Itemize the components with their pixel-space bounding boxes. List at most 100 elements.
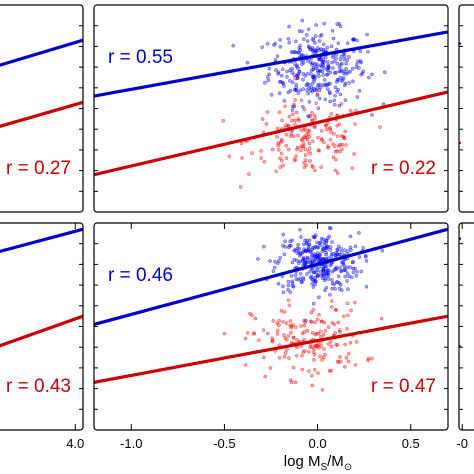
scatter-point	[294, 50, 298, 55]
scatter-point	[293, 158, 297, 163]
scatter-point	[341, 134, 346, 139]
scatter-point	[293, 39, 298, 44]
scatter-point	[274, 68, 278, 72]
fit-line-blue	[94, 30, 448, 98]
scatter-point	[325, 72, 330, 77]
scatter-point	[329, 44, 334, 49]
scatter-point	[290, 70, 294, 75]
scatter-point	[290, 80, 295, 85]
scatter-point	[311, 307, 316, 312]
scatter-point	[310, 373, 314, 378]
scatter-point	[313, 62, 318, 66]
scatter-point	[282, 310, 287, 314]
scatter-point	[346, 351, 351, 356]
scatter-point	[347, 274, 351, 279]
scatter-point	[297, 246, 301, 251]
scatter-point	[349, 308, 353, 313]
scatter-point	[256, 257, 260, 261]
scatter-point	[281, 284, 285, 289]
scatter-point	[294, 110, 299, 115]
scatter-point	[350, 166, 355, 171]
scatter-point	[306, 248, 310, 253]
scatter-point	[364, 254, 368, 259]
scatter-point	[302, 37, 306, 42]
scatter-point	[279, 73, 284, 78]
scatter-point	[275, 135, 280, 139]
scatter-point	[270, 336, 274, 341]
scatter-point	[333, 93, 337, 98]
scatter-point	[331, 36, 336, 41]
scatter-point	[286, 279, 291, 284]
scatter-point	[262, 159, 267, 164]
scatter-point	[302, 160, 306, 165]
scatter-point	[325, 45, 330, 50]
scatter-point	[335, 280, 340, 285]
x-tick-label: -0	[456, 436, 468, 451]
scatter-point	[293, 118, 297, 123]
scatter-point	[327, 234, 332, 239]
scatter-point	[357, 231, 361, 235]
scatter-point	[317, 39, 322, 43]
scatter-point	[365, 32, 369, 37]
scatter-point	[314, 253, 319, 258]
scatter-point	[292, 73, 296, 77]
scatter-point	[283, 239, 287, 244]
scatter-point	[268, 259, 272, 263]
scatter-point	[346, 287, 350, 291]
scatter-point	[281, 232, 286, 237]
plot-area	[94, 18, 448, 189]
scatter-point	[307, 146, 312, 151]
scatter-point	[323, 329, 328, 333]
scatter-point	[313, 41, 317, 45]
scatter-point	[338, 150, 342, 154]
scatter-point	[350, 66, 355, 71]
scatter-point	[328, 226, 333, 231]
scatter-point	[319, 32, 324, 37]
scatter-point	[303, 238, 307, 243]
scatter-point	[334, 56, 338, 60]
scatter-point	[311, 234, 316, 239]
scatter-point	[331, 55, 335, 60]
scatter-point	[316, 83, 320, 87]
scatter-point	[288, 78, 292, 83]
scatter-point	[291, 336, 296, 340]
panel-frame	[0, 4, 84, 213]
scatter-point	[312, 367, 317, 372]
scatter-point	[300, 367, 305, 372]
scatter-point	[301, 77, 305, 82]
scatter-point	[337, 65, 342, 70]
scatter-point	[307, 128, 312, 133]
scatter-point	[335, 252, 339, 256]
scatter-point	[354, 340, 359, 344]
scatter-point	[273, 259, 277, 264]
scatter-point	[298, 227, 302, 232]
panel-bottom-middle: -1.0 -0.5 0.0 0.5 r = 0.46 r = 0.47	[93, 222, 449, 451]
scatter-point	[299, 279, 304, 284]
scatter-point	[353, 362, 358, 367]
scatter-point	[287, 114, 292, 119]
scatter-point	[285, 75, 289, 79]
x-tick-label: -0.5	[213, 436, 235, 451]
scatter-point	[343, 342, 348, 347]
scatter-point	[313, 343, 318, 348]
scatter-point	[342, 266, 347, 271]
scatter-point	[278, 44, 283, 49]
scatter-point	[316, 274, 321, 278]
scatter-point	[301, 141, 306, 145]
scatter-point	[271, 319, 276, 323]
scatter-point	[310, 139, 315, 144]
scatter-point	[306, 131, 311, 136]
correlation-label: r = 0.22	[371, 158, 436, 179]
scatter-point	[272, 265, 277, 270]
scatter-point	[370, 112, 374, 117]
scatter-point	[305, 255, 310, 260]
scatter-point	[314, 101, 319, 106]
scatter-point	[338, 265, 342, 270]
scatter-point	[302, 128, 307, 132]
scatter-point	[287, 24, 291, 29]
scatter-point	[319, 128, 324, 133]
scatter-point	[289, 380, 294, 385]
scatter-point	[311, 301, 316, 306]
scatter-point	[279, 158, 284, 163]
